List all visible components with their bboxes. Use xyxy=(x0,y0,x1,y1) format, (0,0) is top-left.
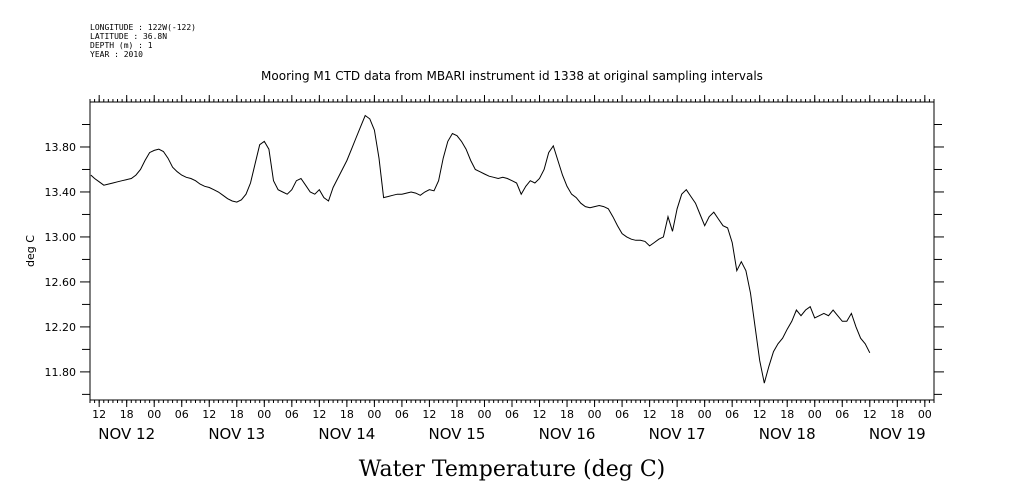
x-hour-tick-label: 00 xyxy=(588,408,602,421)
x-day-label: NOV 15 xyxy=(429,425,486,443)
x-hour-tick-label: 00 xyxy=(477,408,491,421)
x-hour-tick-label: 00 xyxy=(257,408,271,421)
x-hour-tick-label: 06 xyxy=(835,408,849,421)
x-hour-tick-label: 12 xyxy=(643,408,657,421)
x-hour-tick-label: 18 xyxy=(450,408,464,421)
x-hour-tick-label: 00 xyxy=(367,408,381,421)
x-day-label: NOV 13 xyxy=(208,425,265,443)
axis-tick-labels: 12 18 00 06 12 18 00 06 12 18 00 06 12 18 00 06 12 18 00 06… xyxy=(45,141,932,443)
x-hour-tick-label: 18 xyxy=(890,408,904,421)
x-hour-tick-label: 00 xyxy=(808,408,822,421)
x-hour-tick-label: 00 xyxy=(918,408,932,421)
axis-ticks xyxy=(80,95,944,407)
x-hour-tick-label: 06 xyxy=(505,408,519,421)
x-hour-tick-label: 12 xyxy=(202,408,216,421)
x-hour-tick-label: 12 xyxy=(92,408,106,421)
x-hour-tick-label: 18 xyxy=(230,408,244,421)
x-hour-tick-label: 18 xyxy=(340,408,354,421)
x-axis-title: Water Temperature (deg C) xyxy=(359,457,666,482)
x-hour-tick-label: 12 xyxy=(863,408,877,421)
y-tick-label: 12.60 xyxy=(45,276,77,289)
meta-latitude: LATITUDE : 36.8N xyxy=(90,32,167,41)
y-tick-label: 13.00 xyxy=(45,231,77,244)
y-axis-label: deg C xyxy=(24,235,37,267)
x-day-label: NOV 14 xyxy=(318,425,375,443)
x-hour-tick-label: 12 xyxy=(312,408,326,421)
metadata-block: LONGITUDE : 122W(-122) LATITUDE : 36.8N … xyxy=(90,23,196,59)
meta-year: YEAR : 2010 xyxy=(90,50,143,59)
x-hour-tick-label: 06 xyxy=(285,408,299,421)
meta-depth: DEPTH (m) : 1 xyxy=(90,41,153,50)
x-day-label: NOV 19 xyxy=(869,425,926,443)
y-tick-label: 12.20 xyxy=(45,321,77,334)
x-day-label: NOV 17 xyxy=(649,425,706,443)
x-hour-tick-label: 12 xyxy=(422,408,436,421)
x-day-label: NOV 12 xyxy=(98,425,155,443)
x-hour-tick-label: 12 xyxy=(533,408,547,421)
chart-title: Mooring M1 CTD data from MBARI instrumen… xyxy=(261,69,763,83)
plot-frame xyxy=(89,101,935,401)
x-hour-tick-label: 06 xyxy=(725,408,739,421)
x-hour-tick-label: 18 xyxy=(560,408,574,421)
x-day-label: NOV 18 xyxy=(759,425,816,443)
x-hour-tick-label: 00 xyxy=(147,408,161,421)
series-line-water-temperature xyxy=(90,114,871,384)
meta-longitude: LONGITUDE : 122W(-122) xyxy=(90,23,196,32)
x-hour-tick-label: 06 xyxy=(395,408,409,421)
x-hour-tick-label: 12 xyxy=(753,408,767,421)
x-day-label: NOV 16 xyxy=(539,425,596,443)
x-hour-tick-label: 18 xyxy=(120,408,134,421)
x-hour-tick-label: 18 xyxy=(780,408,794,421)
y-tick-label: 13.40 xyxy=(45,186,77,199)
x-hour-tick-label: 00 xyxy=(698,408,712,421)
x-hour-tick-label: 06 xyxy=(615,408,629,421)
x-hour-tick-label: 06 xyxy=(175,408,189,421)
y-tick-label: 11.80 xyxy=(45,366,77,379)
x-hour-tick-label: 18 xyxy=(670,408,684,421)
y-tick-label: 13.80 xyxy=(45,141,77,154)
